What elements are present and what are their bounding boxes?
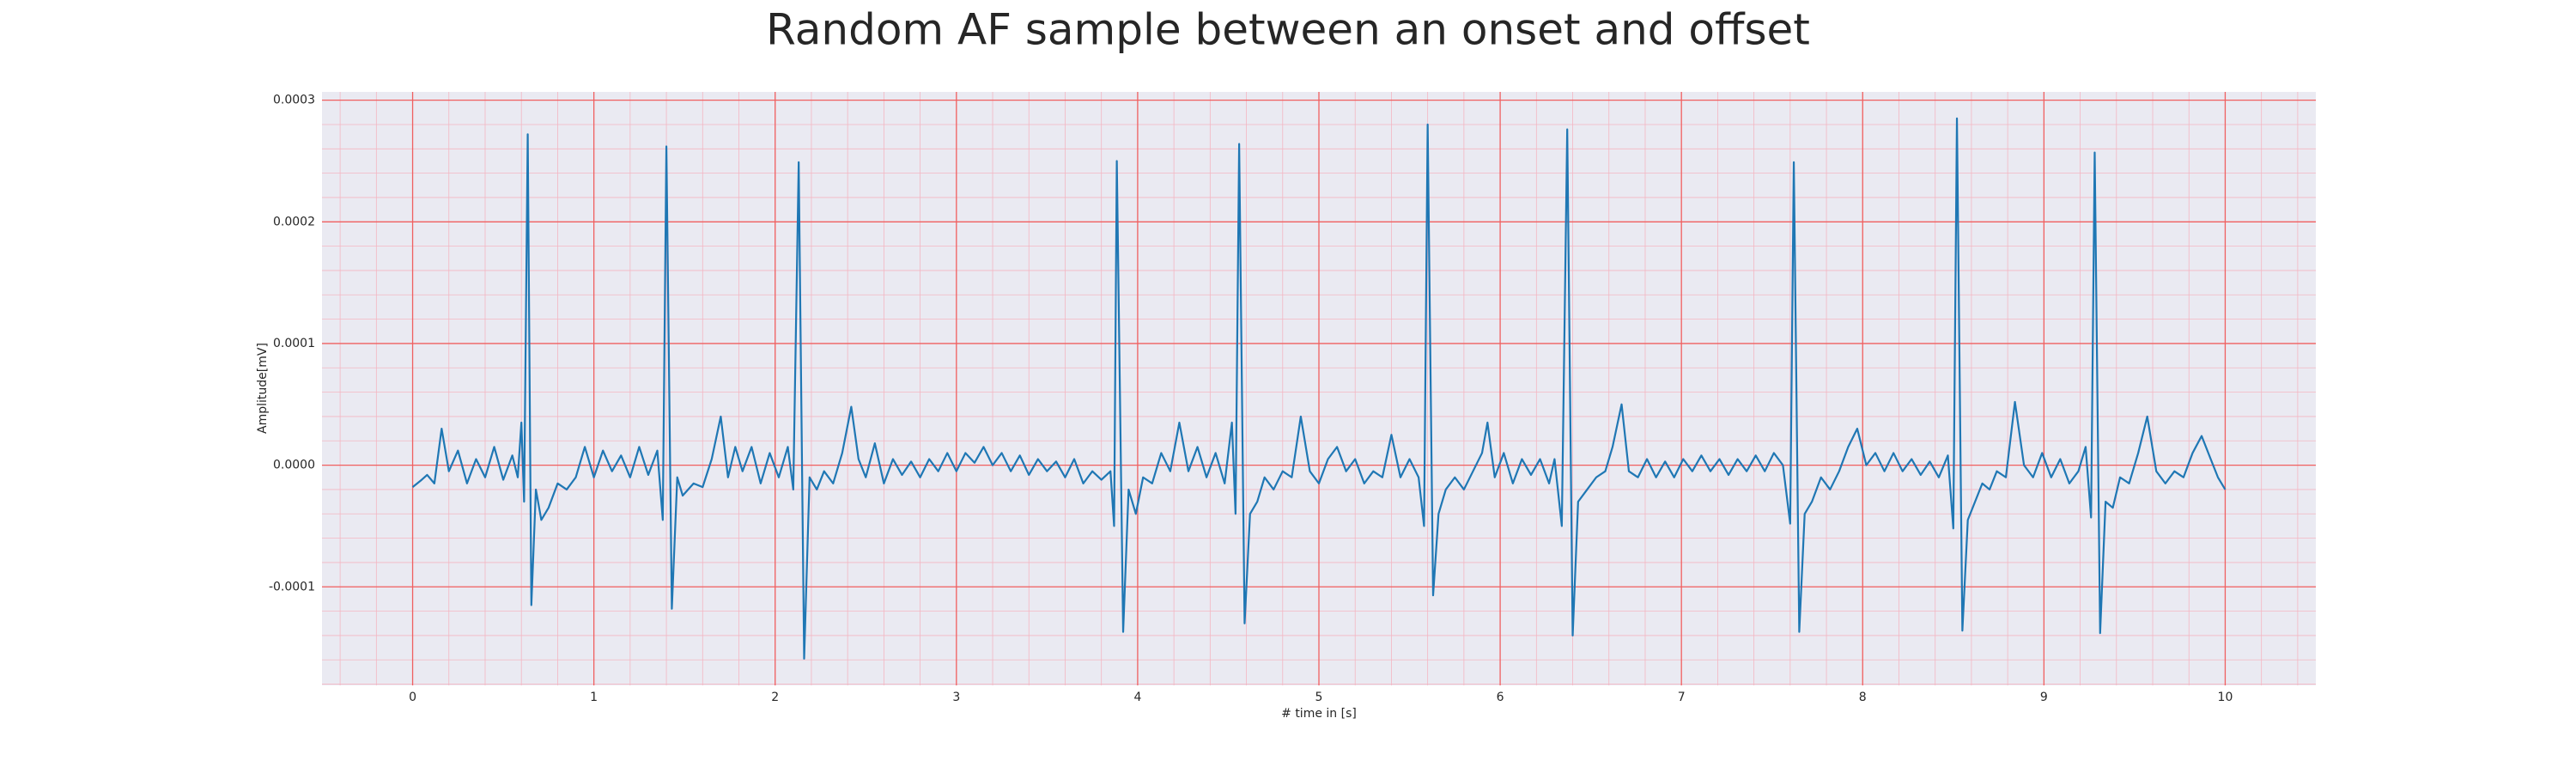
y-tick-label: 0.0002 [273, 215, 315, 228]
y-tick-label: -0.0001 [269, 580, 315, 593]
x-tick-label: 9 [2040, 691, 2048, 704]
x-tick-label: 5 [1315, 691, 1323, 704]
x-tick-label: 8 [1859, 691, 1867, 704]
x-axis-label: # time in [s] [1281, 707, 1357, 721]
x-tick-label: 6 [1497, 691, 1504, 704]
plot [411, 117, 2227, 660]
x-tick-label: 4 [1133, 691, 1141, 704]
x-tick-label: 3 [952, 691, 960, 704]
ecg-line [411, 117, 2227, 660]
x-tick-label: 10 [2218, 691, 2233, 704]
x-tick-label: 2 [771, 691, 779, 704]
y-tick-label: 0.0000 [273, 459, 315, 472]
y-tick-label: 0.0003 [273, 94, 315, 107]
x-tick-label: 0 [409, 691, 416, 704]
grid [322, 92, 2316, 685]
chart-title: Random AF sample between an onset and of… [766, 5, 1810, 55]
labels: 0 1 2 3 4 5 6 7 8 9 10 -0.0001 0.0000 0.0001 0.0002 0.0… [269, 94, 2233, 704]
y-tick-label: 0.0001 [273, 337, 315, 350]
x-tick-label: 1 [590, 691, 598, 704]
x-tick-label: 7 [1678, 691, 1686, 704]
y-axis-label: Amplitude[mV] [256, 343, 270, 434]
